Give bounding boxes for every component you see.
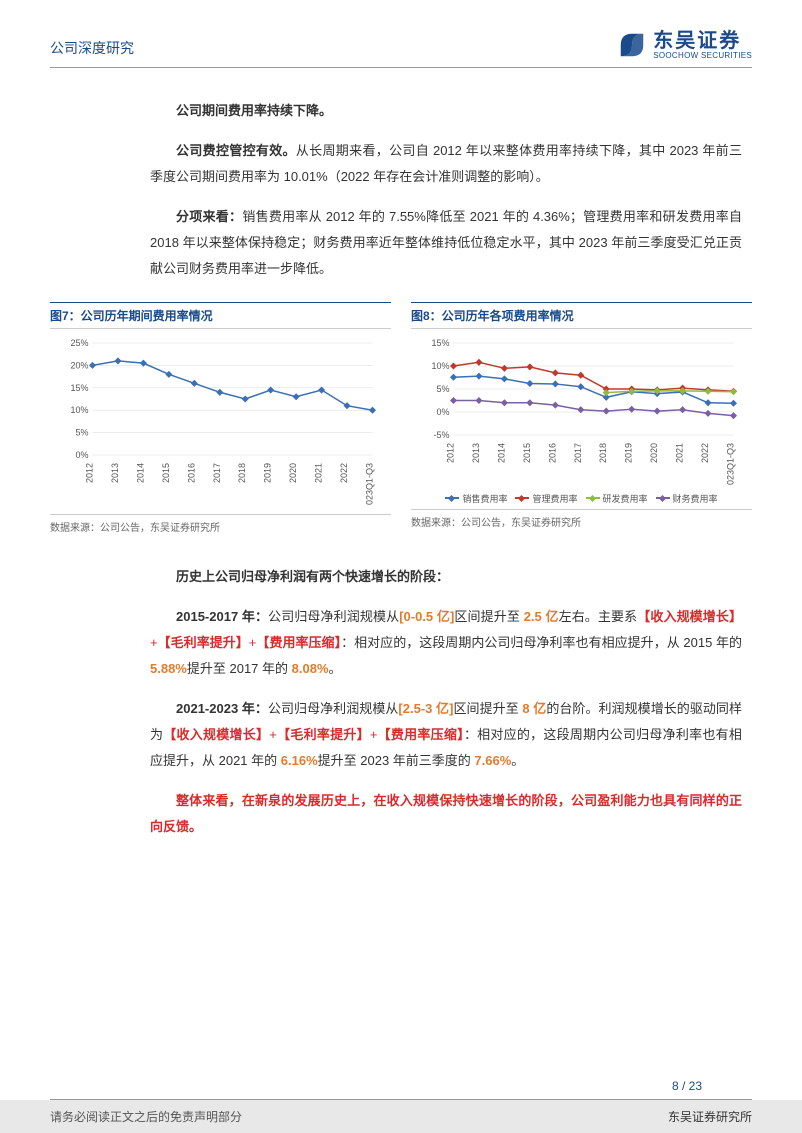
svg-text:2013: 2013	[110, 463, 120, 483]
svg-text:2022: 2022	[700, 443, 710, 463]
logo-text-en: SOOCHOW SECURITIES	[653, 52, 752, 61]
svg-text:15%: 15%	[431, 338, 449, 348]
paragraph-3: 2015-2017 年：公司归母净利润规模从[0-0.5 亿]区间提升至 2.5…	[150, 604, 742, 682]
logo-icon	[617, 30, 647, 60]
chart-8-svg: -5% 0% 5% 10% 15% 2012 2013 2014 2015 2016 2017 201…	[411, 335, 752, 485]
svg-text:2017: 2017	[573, 443, 583, 463]
page-number: 8 / 23	[50, 1079, 752, 1100]
svg-text:10%: 10%	[431, 361, 449, 371]
doc-category: 公司深度研究	[50, 30, 134, 58]
page-footer: 8 / 23 请务必阅读正文之后的免责声明部分 东吴证券研究所	[0, 1079, 802, 1133]
svg-text:5%: 5%	[75, 427, 88, 437]
chart-8-legend: 销售费用率管理费用率研发费用率财务费用率	[411, 492, 752, 505]
svg-text:10%: 10%	[70, 405, 88, 415]
svg-text:-5%: -5%	[433, 430, 449, 440]
svg-text:2017: 2017	[212, 463, 222, 483]
paragraph-2: 分项来看：销售费用率从 2012 年的 7.55%降低至 2021 年的 4.3…	[150, 204, 742, 282]
chart-8-title: 图8：公司历年各项费用率情况	[411, 302, 752, 329]
footer-disclaimer: 请务必阅读正文之后的免责声明部分	[50, 1108, 242, 1125]
svg-text:2019: 2019	[624, 443, 634, 463]
chart-7-source: 数据来源：公司公告，东吴证券研究所	[50, 514, 391, 534]
paragraph-1: 公司费控管控有效。从长周期来看，公司自 2012 年以来整体费用率持续下降，其中…	[150, 138, 742, 190]
svg-text:2018: 2018	[237, 463, 247, 483]
svg-text:2023Q1-Q3: 2023Q1-Q3	[365, 463, 375, 505]
svg-text:0%: 0%	[75, 450, 88, 460]
svg-text:2021: 2021	[314, 463, 324, 483]
legend-item: 财务费用率	[656, 492, 718, 505]
chart-7-title: 图7：公司历年期间费用率情况	[50, 302, 391, 329]
svg-text:2014: 2014	[135, 463, 145, 483]
paragraph-5: 整体来看，在新泉的发展历史上，在收入规模保持快速增长的阶段，公司盈利能力也具有同…	[150, 788, 742, 840]
svg-text:15%: 15%	[70, 383, 88, 393]
svg-text:2019: 2019	[263, 463, 273, 483]
svg-text:2012: 2012	[85, 463, 95, 483]
logo-text-cn: 东吴证券	[653, 30, 752, 52]
chart-7: 图7：公司历年期间费用率情况 0% 5% 10% 15% 20% 25% 2012 2013 2…	[50, 302, 391, 534]
logo: 东吴证券 SOOCHOW SECURITIES	[617, 30, 752, 61]
svg-text:2014: 2014	[496, 443, 506, 463]
svg-text:5%: 5%	[436, 384, 449, 394]
svg-text:2023Q1-Q3: 2023Q1-Q3	[726, 443, 736, 485]
svg-text:2016: 2016	[186, 463, 196, 483]
svg-text:2013: 2013	[471, 443, 481, 463]
chart-8-source: 数据来源：公司公告，东吴证券研究所	[411, 509, 752, 529]
svg-text:2016: 2016	[547, 443, 557, 463]
svg-text:2015: 2015	[161, 463, 171, 483]
svg-text:25%: 25%	[70, 338, 88, 348]
heading-1: 公司期间费用率持续下降。	[150, 98, 742, 124]
svg-text:2018: 2018	[598, 443, 608, 463]
footer-org: 东吴证券研究所	[668, 1108, 752, 1125]
svg-text:2020: 2020	[288, 463, 298, 483]
svg-text:20%: 20%	[70, 360, 88, 370]
legend-item: 销售费用率	[445, 492, 507, 505]
svg-text:2022: 2022	[339, 463, 349, 483]
svg-text:2012: 2012	[446, 443, 456, 463]
svg-text:2020: 2020	[649, 443, 659, 463]
legend-item: 研发费用率	[586, 492, 648, 505]
svg-text:2015: 2015	[522, 443, 532, 463]
charts-row: 图7：公司历年期间费用率情况 0% 5% 10% 15% 20% 25% 2012 2013 2…	[50, 302, 752, 534]
body-section-1: 公司期间费用率持续下降。 公司费控管控有效。从长周期来看，公司自 2012 年以…	[50, 98, 752, 282]
heading-2: 历史上公司归母净利润有两个快速增长的阶段：	[150, 564, 742, 590]
paragraph-4: 2021-2023 年：公司归母净利润规模从[2.5-3 亿]区间提升至 8 亿…	[150, 696, 742, 774]
body-section-2: 历史上公司归母净利润有两个快速增长的阶段： 2015-2017 年：公司归母净利…	[50, 564, 752, 840]
chart-8: 图8：公司历年各项费用率情况 -5% 0% 5% 10% 15% 2012 2013 2014…	[411, 302, 752, 534]
svg-text:0%: 0%	[436, 407, 449, 417]
page-header: 公司深度研究 东吴证券 SOOCHOW SECURITIES	[50, 30, 752, 68]
legend-item: 管理费用率	[515, 492, 577, 505]
svg-text:2021: 2021	[675, 443, 685, 463]
chart-7-svg: 0% 5% 10% 15% 20% 25% 2012 2013 2014 2015 2016 2017…	[50, 335, 391, 505]
